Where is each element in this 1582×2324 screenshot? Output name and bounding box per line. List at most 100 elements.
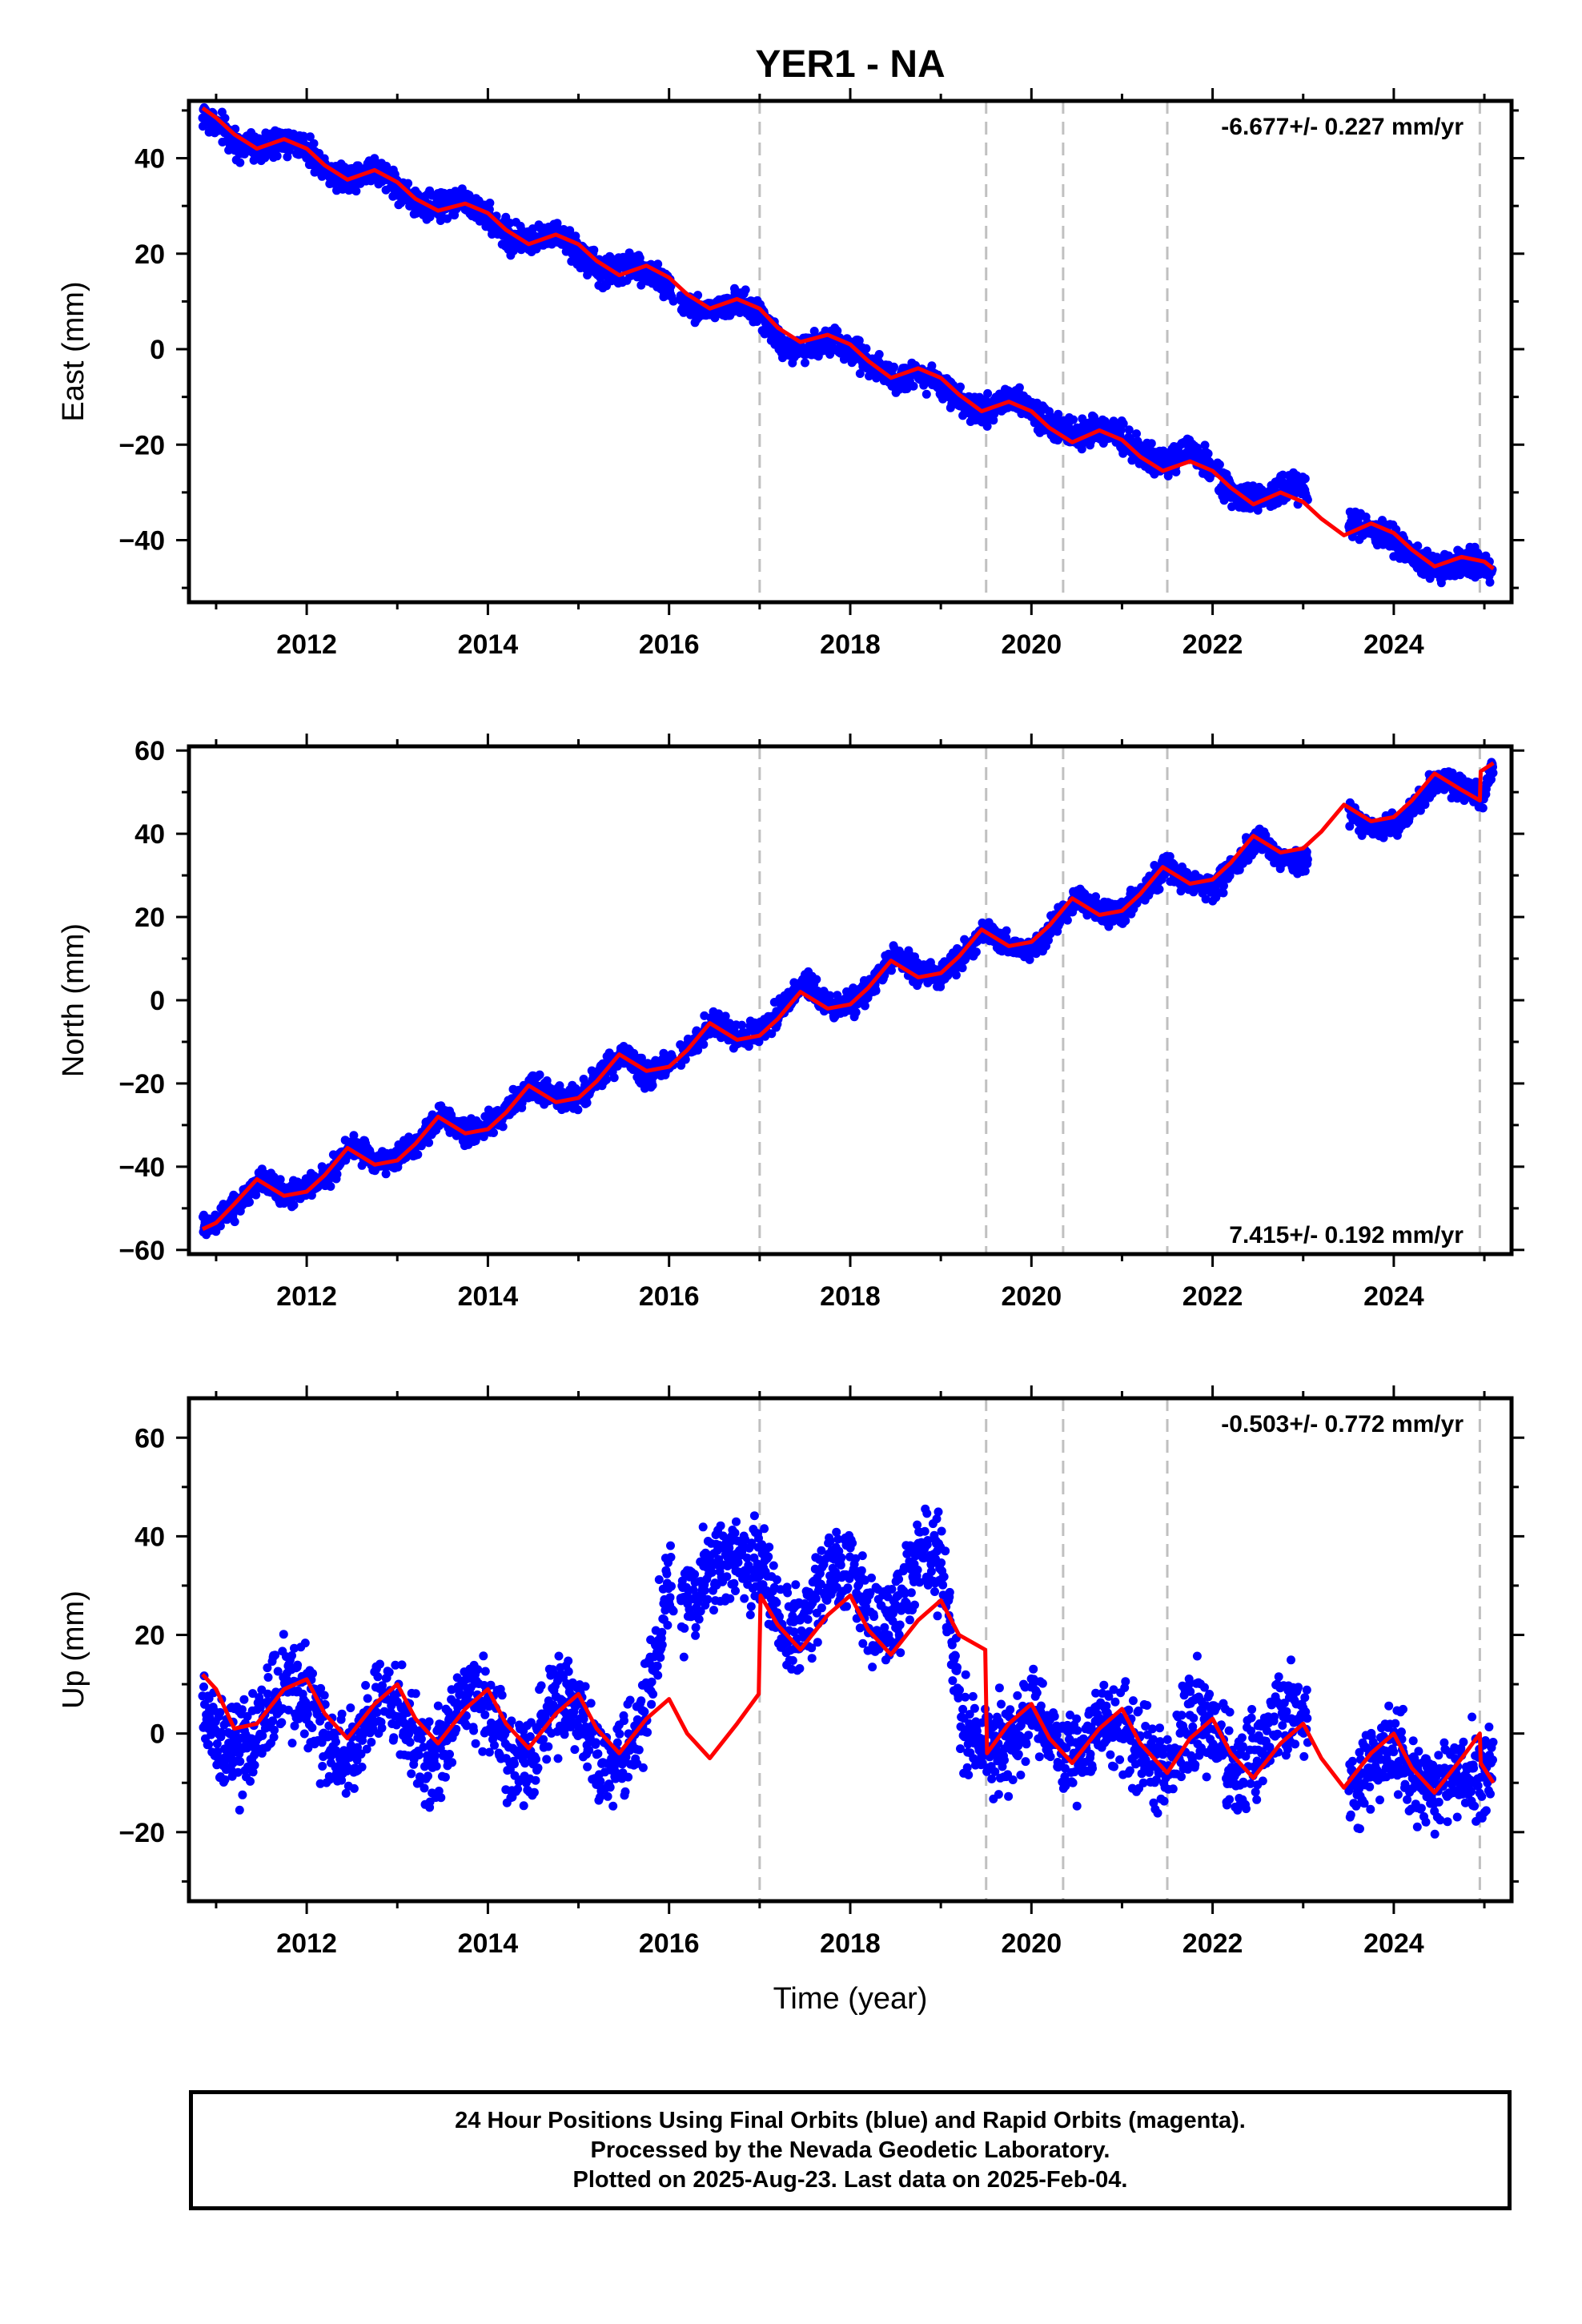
- observed-point: [1219, 496, 1229, 505]
- observed-point: [699, 1039, 709, 1049]
- observed-point: [485, 199, 495, 207]
- observed-point: [1014, 383, 1024, 392]
- observed-point: [1124, 425, 1134, 435]
- observed-point: [381, 1169, 391, 1179]
- observed-point: [1055, 918, 1065, 927]
- observed-point: [1132, 429, 1141, 439]
- observed-point: [921, 389, 931, 399]
- observed-point: [833, 326, 842, 336]
- observed-point: [1062, 915, 1072, 925]
- x-tick-label: 2020: [1001, 629, 1062, 660]
- observed-point: [1025, 955, 1034, 964]
- y-tick-label: 20: [135, 239, 165, 270]
- observed-point: [535, 1070, 544, 1080]
- observed-point: [721, 1011, 730, 1021]
- observed-point: [1077, 444, 1086, 454]
- observed-point: [648, 1080, 657, 1090]
- observed-point: [602, 1075, 612, 1084]
- observed-point: [299, 131, 308, 141]
- observed-point: [1200, 440, 1210, 450]
- observed-point: [1215, 460, 1224, 469]
- x-tick-label: 2022: [1182, 629, 1243, 660]
- observed-point: [1413, 541, 1423, 551]
- figure-title: YER1 - NA: [755, 43, 945, 86]
- observed-point: [1485, 577, 1495, 587]
- y-tick-label: 0: [150, 335, 165, 365]
- observed-point: [927, 361, 937, 371]
- observed-point: [951, 971, 961, 980]
- observed-point: [235, 158, 245, 167]
- panel-1: 2012 2014 2016 2018 2020 2022 2024−40−2002040E…: [57, 88, 1524, 660]
- observed-point: [887, 966, 896, 975]
- observed-point: [1303, 854, 1312, 864]
- observed-point: [230, 1217, 239, 1227]
- observed-point: [737, 1020, 747, 1030]
- y-tick-label: 40: [135, 144, 165, 175]
- observed-point: [1203, 449, 1213, 458]
- observed-point: [573, 1105, 583, 1115]
- observed-point: [982, 421, 992, 431]
- observed-point: [1146, 439, 1156, 448]
- observed-point: [861, 344, 871, 353]
- observed-point: [220, 114, 230, 123]
- observed-point: [1171, 467, 1181, 476]
- observed-point: [1227, 502, 1237, 512]
- y-tick-label: −40: [118, 525, 165, 556]
- observed-point: [609, 1073, 619, 1083]
- observed-point: [349, 1131, 359, 1140]
- observed-point: [589, 245, 599, 255]
- observed-point: [653, 259, 663, 269]
- observed-point: [754, 1037, 764, 1047]
- observed-point: [909, 381, 918, 391]
- observed-point: [871, 986, 881, 995]
- observed-point: [404, 179, 413, 188]
- observed-point: [1300, 474, 1310, 484]
- model-line: [201, 106, 1495, 571]
- observed-point: [669, 296, 678, 306]
- x-tick-label: 2014: [458, 629, 519, 660]
- observed-point: [1219, 881, 1228, 891]
- observed-point: [801, 358, 809, 368]
- observed-point: [413, 1150, 423, 1160]
- observed-point: [305, 132, 315, 142]
- observed-point: [351, 187, 361, 196]
- observed-point: [309, 139, 319, 148]
- observed-point: [1046, 929, 1055, 939]
- observed-points: [199, 758, 1498, 1240]
- x-tick-label: 2016: [639, 629, 700, 660]
- observed-point: [971, 947, 981, 957]
- observed-point: [851, 1007, 861, 1017]
- observed-point: [741, 285, 750, 295]
- observed-point: [272, 151, 282, 161]
- observed-point: [489, 1128, 498, 1137]
- observed-point: [1002, 926, 1011, 935]
- observed-point: [693, 1045, 703, 1055]
- observed-point: [245, 1197, 254, 1207]
- observed-point: [825, 991, 835, 1000]
- x-tick-label: 2018: [820, 629, 881, 660]
- observed-point: [767, 1029, 777, 1039]
- observed-point: [1433, 553, 1443, 563]
- observed-point: [889, 362, 898, 372]
- observed-point: [1261, 830, 1271, 840]
- observed-point: [1201, 895, 1211, 904]
- observed-point: [958, 963, 967, 973]
- observed-point: [404, 1132, 414, 1142]
- y-tick-label: −20: [118, 430, 165, 460]
- observed-point: [855, 369, 865, 378]
- observed-point: [1069, 415, 1078, 424]
- observed-point: [289, 1200, 299, 1210]
- observed-point: [326, 1182, 335, 1191]
- observed-point: [332, 1169, 342, 1179]
- observed-point: [1219, 888, 1228, 898]
- observed-point: [1118, 419, 1128, 428]
- observed-point: [498, 1122, 508, 1132]
- panel-2: 2012 2014 2016 2018 2020 2022 2024−60−40−20020…: [57, 734, 1524, 1312]
- observed-point: [424, 1138, 434, 1148]
- observed-point: [1154, 884, 1164, 894]
- observed-point: [874, 350, 884, 359]
- velocity-annotation: -6.677+/- 0.227 mm/yr: [1221, 114, 1464, 140]
- observed-point: [1302, 847, 1311, 857]
- observed-point: [275, 1175, 285, 1184]
